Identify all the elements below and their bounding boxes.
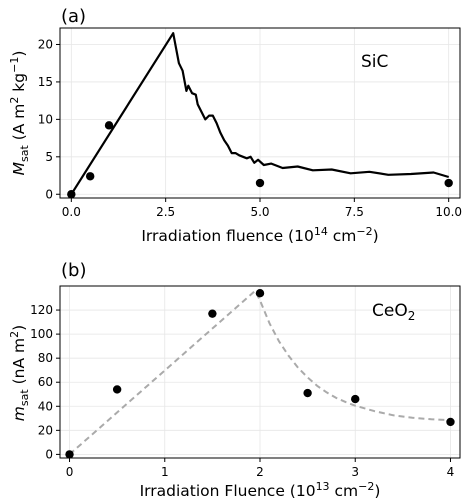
panel-a-y-tick-label: 0	[45, 187, 53, 201]
panel-b-label: (b)	[61, 260, 86, 281]
panel-a-sic: (a) 0.0 2.5 5.0 7.5 10.0 0 5 10 15 20 SiC Irradia…	[8, 6, 462, 245]
panel-a-y-tick-label: 20	[38, 37, 53, 51]
panel-b-y-tick-label: 40	[38, 399, 53, 413]
panel-a-data-point	[444, 178, 453, 188]
panel-b-y-tick-label: 100	[30, 327, 53, 341]
panel-b-y-tick-label: 60	[38, 375, 53, 389]
panel-b-data-point	[255, 289, 265, 298]
panel-b-data-point	[208, 309, 217, 318]
panel-a-x-tick-label: 2.5	[156, 205, 175, 219]
panel-a-ylabel: Msat (A m2 kg−1)	[8, 51, 31, 176]
panel-a-y-tick-label: 15	[38, 75, 53, 89]
panel-b-x-tick-label: 0	[66, 465, 74, 479]
panel-a-data-point	[67, 190, 76, 199]
panel-b-data-point	[112, 385, 122, 394]
panel-a-x-tick-label: 7.5	[345, 205, 364, 219]
panel-a-series	[67, 32, 453, 199]
panel-a-x-tick-label: 5.0	[250, 205, 269, 219]
panel-a-label: (a)	[61, 6, 86, 27]
panel-b-data-point	[303, 388, 312, 398]
panel-a-xlabel: Irradiation fluence (1014 cm−2)	[141, 225, 378, 245]
panel-a-data-point	[104, 121, 114, 130]
panel-b-x-tick-label: 1	[161, 465, 169, 479]
panel-a-y-tick-label: 10	[38, 112, 53, 126]
panel-b-grid	[60, 286, 460, 458]
panel-a-material-label: SiC	[361, 52, 388, 72]
panel-b-y-tick-label: 0	[45, 447, 53, 461]
panel-b-y-tick-label: 20	[38, 423, 53, 437]
panel-a-data-line	[70, 32, 450, 195]
panel-b-xlabel: Irradiation Fluence (1013 cm−2)	[140, 480, 381, 500]
panel-a-data-point	[255, 178, 265, 188]
panel-a-y-tick-label: 5	[45, 150, 53, 164]
panel-b-x-tick-label: 3	[351, 465, 359, 479]
panel-b-data-point	[351, 394, 360, 404]
panel-b-y-tick-label: 80	[38, 351, 53, 365]
panel-a-x-tick-label: 0.0	[62, 205, 81, 219]
panel-a-grid	[60, 28, 460, 198]
panel-b-x-tick-label: 4	[447, 465, 455, 479]
panel-a-ticks: 0.0 2.5 5.0 7.5 10.0 0 5 10 15 20	[38, 37, 462, 219]
panel-b-ylabel: msat (nA m2)	[8, 325, 31, 421]
panel-a-x-tick-label: 10.0	[435, 205, 462, 219]
panel-b-material-label: CeO2	[372, 301, 415, 323]
panel-b-series	[65, 289, 455, 459]
panel-b-y-tick-label: 120	[30, 303, 53, 317]
panel-b-data-point	[446, 417, 455, 427]
panel-b-data-point	[65, 450, 74, 459]
panel-b-x-tick-label: 2	[256, 465, 264, 479]
panel-a-data-point	[85, 172, 95, 181]
